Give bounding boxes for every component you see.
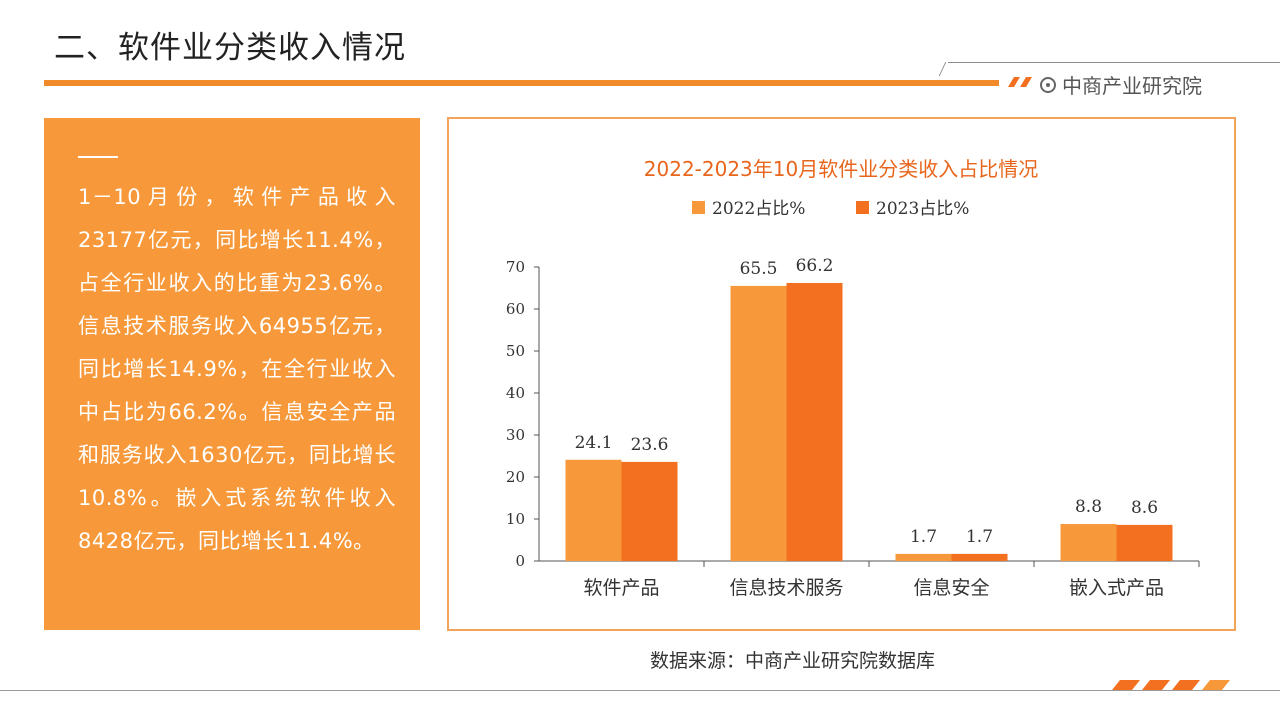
data-label: 8.6	[1131, 498, 1158, 518]
y-tick-label: 60	[506, 300, 525, 318]
x-tick-label: 嵌入式产品	[1069, 577, 1164, 599]
brand-logo-icon	[1040, 76, 1056, 93]
bar	[1116, 524, 1173, 561]
data-label: 23.6	[631, 435, 669, 455]
bar	[565, 459, 622, 561]
summary-divider	[78, 156, 118, 158]
legend-label: 2022占比%	[712, 199, 805, 219]
bar	[786, 282, 843, 561]
brand: 中商产业研究院	[1040, 70, 1202, 99]
chart-title: 2022-2023年10月软件业分类收入占比情况	[644, 157, 1038, 181]
summary-text: 1－10月份，软件产品收入23177亿元，同比增长11.4%，占全行业收入的比重…	[78, 185, 396, 553]
bar-chart: 2022-2023年10月软件业分类收入占比情况 2022占比% 2023占比% 0 1…	[506, 157, 1200, 599]
summary-panel: 1－10月份，软件产品收入23177亿元，同比增长11.4%，占全行业收入的比重…	[44, 118, 420, 630]
x-tick-label: 软件产品	[583, 577, 659, 599]
legend-label: 2023占比%	[876, 199, 969, 219]
brand-rule	[948, 62, 1280, 63]
y-tick-label: 20	[506, 468, 525, 486]
chart-panel: 2022-2023年10月软件业分类收入占比情况 2022占比% 2023占比% 0 1…	[447, 117, 1236, 631]
title-rule	[44, 80, 999, 86]
bar	[1060, 524, 1117, 561]
data-label: 1.7	[910, 527, 937, 547]
y-tick-label: 30	[506, 426, 525, 444]
y-tick-label: 0	[515, 552, 525, 570]
data-label: 66.2	[796, 256, 834, 276]
decor-stripes	[1008, 77, 1032, 87]
y-tick-label: 10	[506, 510, 525, 528]
footer-stripes	[1112, 680, 1230, 690]
bar	[621, 461, 678, 561]
bar	[895, 553, 952, 561]
bar	[730, 285, 787, 561]
brand-name: 中商产业研究院	[1062, 74, 1202, 98]
data-label: 65.5	[740, 259, 778, 279]
y-tick-label: 50	[506, 342, 525, 360]
legend-swatch	[692, 201, 705, 214]
data-label: 1.7	[966, 527, 993, 547]
data-label: 24.1	[575, 433, 613, 453]
footer-rule	[0, 690, 1280, 691]
page-title: 二、软件业分类收入情况	[54, 30, 406, 66]
data-label: 8.8	[1075, 497, 1102, 517]
legend-swatch	[856, 201, 869, 214]
y-tick-label: 70	[506, 258, 525, 276]
x-tick-label: 信息技术服务	[729, 577, 843, 599]
bar	[951, 553, 1008, 561]
x-tick-label: 信息安全	[913, 577, 989, 599]
brand-rule-slant	[938, 62, 947, 76]
data-source: 数据来源：中商产业研究院数据库	[650, 650, 936, 672]
y-tick-label: 40	[506, 384, 525, 402]
